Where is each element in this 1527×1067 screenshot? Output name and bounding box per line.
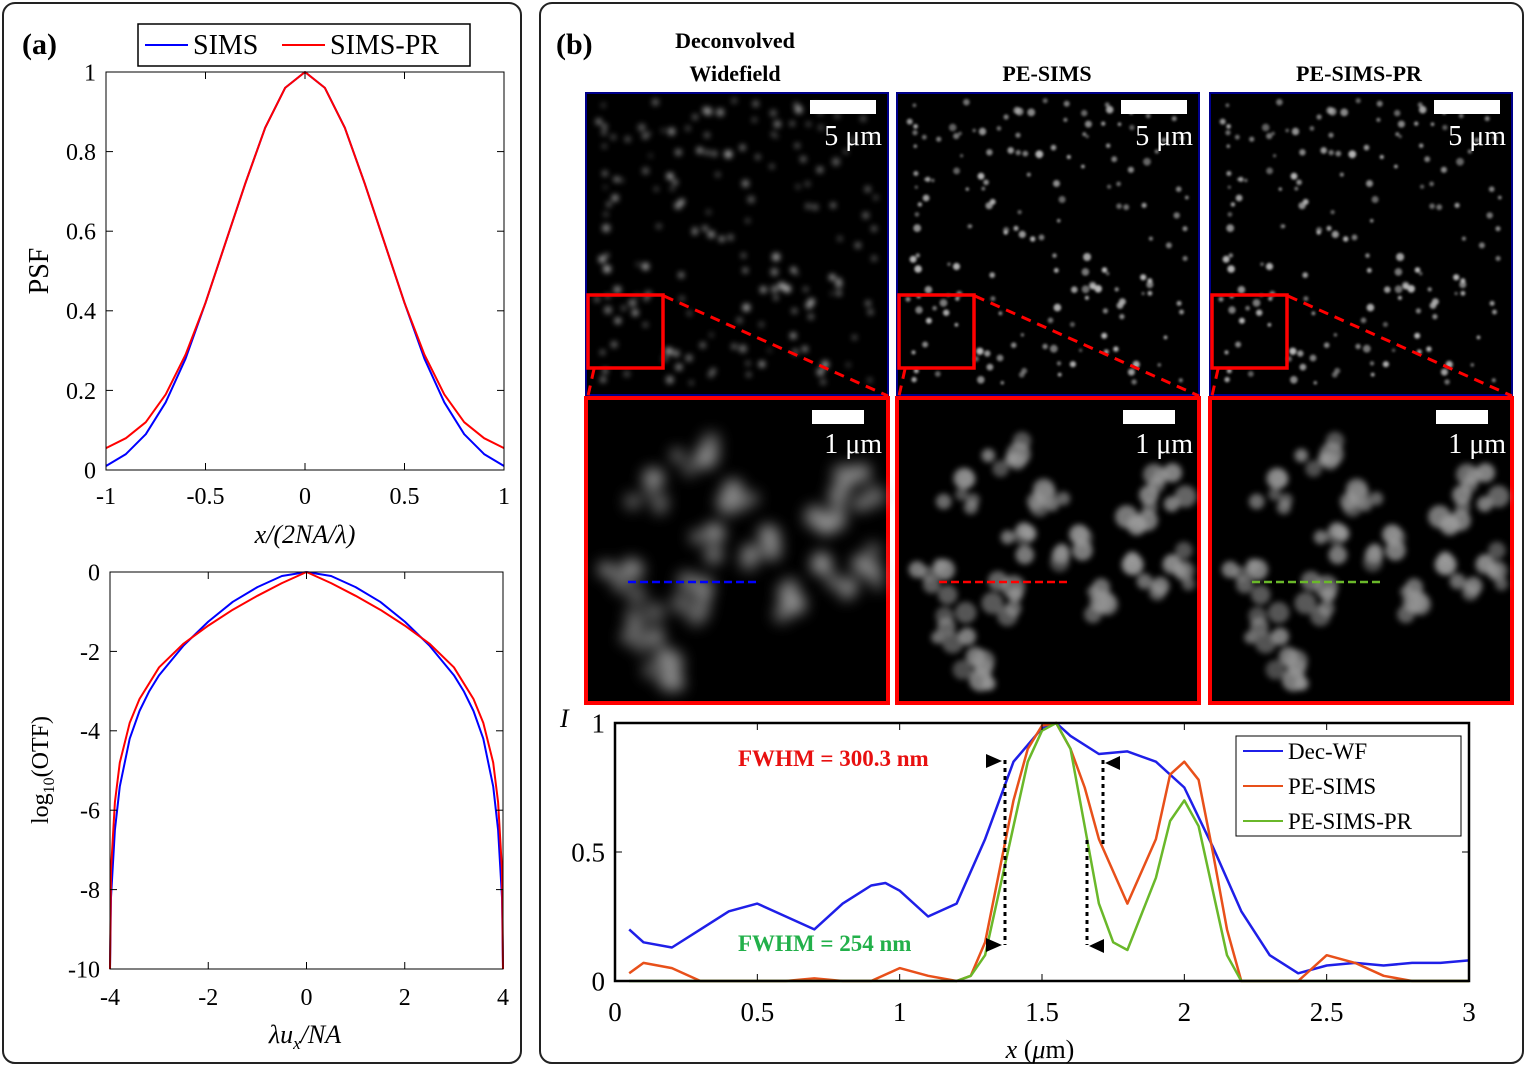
x-tick-label: 0 <box>608 997 622 1027</box>
scalebar-1um <box>1123 410 1175 424</box>
y-tick-label: -8 <box>80 878 100 904</box>
zoom-region-box <box>1210 293 1289 370</box>
y-tick-label: 0.6 <box>66 220 96 246</box>
x-tick-label: 2 <box>1178 997 1192 1027</box>
x-tick-label: 1 <box>498 484 510 510</box>
legend-sims-label: SIMS <box>193 30 258 61</box>
legend-dec-wf: Dec-WF <box>1288 739 1367 764</box>
x-tick-label: 1.5 <box>1025 997 1059 1027</box>
psf-ylabel: PSF <box>24 248 55 295</box>
y-tick-label: 0 <box>592 966 606 996</box>
plot-area <box>106 72 504 470</box>
col-title-1a: Deconvolved <box>675 28 795 53</box>
y-tick-label: -4 <box>80 719 100 745</box>
panel-a-label: (a) <box>22 28 57 61</box>
fwhm-markers <box>1003 760 1105 945</box>
zoom-region-box <box>897 293 976 370</box>
x-tick-label: 4 <box>497 985 509 1011</box>
image-tile-zoom-1: 1 μm <box>584 396 890 705</box>
y-tick-label: 0.5 <box>571 837 605 867</box>
col-title-3: PE-SIMS-PR <box>1296 61 1423 86</box>
panel-a-frame <box>2 2 522 1064</box>
legend-sims-pr-label: SIMS-PR <box>330 30 439 61</box>
profile-ylabel: I <box>559 704 570 733</box>
image-tile-top-1: 5 μm <box>585 92 889 398</box>
x-tick-label: -4 <box>100 985 120 1011</box>
scalebar-5um-label: 5 μm <box>1448 121 1506 152</box>
scalebar-1um-label: 1 μm <box>1448 429 1506 460</box>
scalebar-5um <box>1121 100 1187 114</box>
scalebar-5um-label: 5 μm <box>1135 121 1193 152</box>
y-tick-label: -10 <box>68 957 100 983</box>
scalebar-1um-label: 1 μm <box>824 429 882 460</box>
zoom-connector <box>663 294 889 398</box>
panel-b-frame <box>539 2 1524 1064</box>
zoom-connector <box>1210 368 1220 397</box>
x-tick-label: -1 <box>96 484 116 510</box>
image-tile-zoom-2: 1 μm <box>895 396 1201 705</box>
x-tick-label: 2.5 <box>1310 997 1344 1027</box>
image-tile-top-3: 5 μm <box>1209 92 1513 398</box>
image-tile-top-2: 5 μm <box>896 92 1200 398</box>
profile-xlabel: x (μm) <box>1005 1035 1075 1064</box>
scalebar-5um <box>1434 100 1500 114</box>
x-tick-label: 3 <box>1462 997 1476 1027</box>
col-title-2: PE-SIMS <box>1002 61 1091 86</box>
col-title-1b: Widefield <box>689 61 780 86</box>
panel-b-label: (b) <box>556 28 593 61</box>
series-pe-sims-pr <box>629 721 1469 983</box>
x-tick-label: -2 <box>198 985 218 1011</box>
profile-legend: Dec-WF PE-SIMS PE-SIMS-PR <box>1235 735 1462 837</box>
otf-ylabel: log10(OTF) <box>28 716 58 824</box>
scalebar-5um-label: 5 μm <box>824 121 882 152</box>
x-tick-label: 2 <box>399 985 411 1011</box>
scalebar-1um <box>812 410 864 424</box>
x-tick-label: 0.5 <box>740 997 774 1027</box>
y-tick-label: 0 <box>88 560 100 586</box>
scalebar-5um <box>810 100 876 114</box>
zoom-connector <box>1287 294 1513 398</box>
legend-pe-sims-pr: PE-SIMS-PR <box>1288 809 1413 834</box>
otf-axes: -4 -2 0 2 4 -10 -8 -6 -4 -2 0 <box>68 560 509 1011</box>
y-tick-label: 1 <box>592 708 606 738</box>
x-tick-label: 1 <box>893 997 907 1027</box>
y-tick-label: 1 <box>84 60 96 86</box>
y-tick-label: 0.8 <box>66 140 96 166</box>
zoom-connector <box>897 368 907 397</box>
x-tick-label: 0 <box>299 484 311 510</box>
y-tick-label: 0.4 <box>66 299 96 325</box>
psf-legend: SIMS SIMS-PR <box>137 23 471 67</box>
microscopy-images: 5 μm 1 μm 5 μm 1 μm 5 μm 1 μm <box>584 92 1514 705</box>
zoom-connector <box>974 294 1200 398</box>
legend-pe-sims: PE-SIMS <box>1288 774 1376 799</box>
plot-area <box>110 572 503 969</box>
image-tile-zoom-3: 1 μm <box>1208 396 1514 705</box>
fwhm-red-label: FWHM = 300.3 nm <box>738 746 929 771</box>
psf-xlabel: x/(2NA/λ) <box>254 520 356 549</box>
y-tick-label: -2 <box>80 640 100 666</box>
x-tick-label: -0.5 <box>187 484 225 510</box>
x-tick-label: 0.5 <box>390 484 420 510</box>
scalebar-1um <box>1436 410 1488 424</box>
y-tick-label: -6 <box>80 799 100 825</box>
y-tick-label: 0.2 <box>66 379 96 405</box>
otf-xlabel: λux/NA <box>268 1020 341 1053</box>
scalebar-1um-label: 1 μm <box>1135 429 1193 460</box>
zoom-connector <box>586 368 596 397</box>
x-tick-label: 0 <box>301 985 313 1011</box>
fwhm-green-label: FWHM = 254 nm <box>738 931 911 956</box>
zoom-region-box <box>586 293 665 370</box>
y-tick-label: 0 <box>84 458 96 484</box>
fwhm-arrows <box>986 754 1120 953</box>
psf-axes: -1 -0.5 0 0.5 1 0 0.2 0.4 0.6 0.8 1 <box>66 60 510 510</box>
